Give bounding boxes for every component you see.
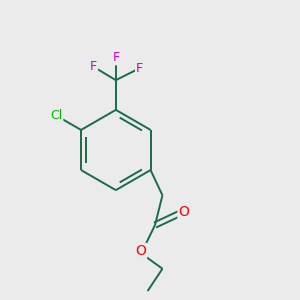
Text: F: F xyxy=(112,51,119,64)
Text: F: F xyxy=(136,62,143,75)
Text: F: F xyxy=(90,60,97,73)
Text: O: O xyxy=(135,244,146,258)
Text: Cl: Cl xyxy=(50,109,62,122)
Text: O: O xyxy=(178,205,189,219)
